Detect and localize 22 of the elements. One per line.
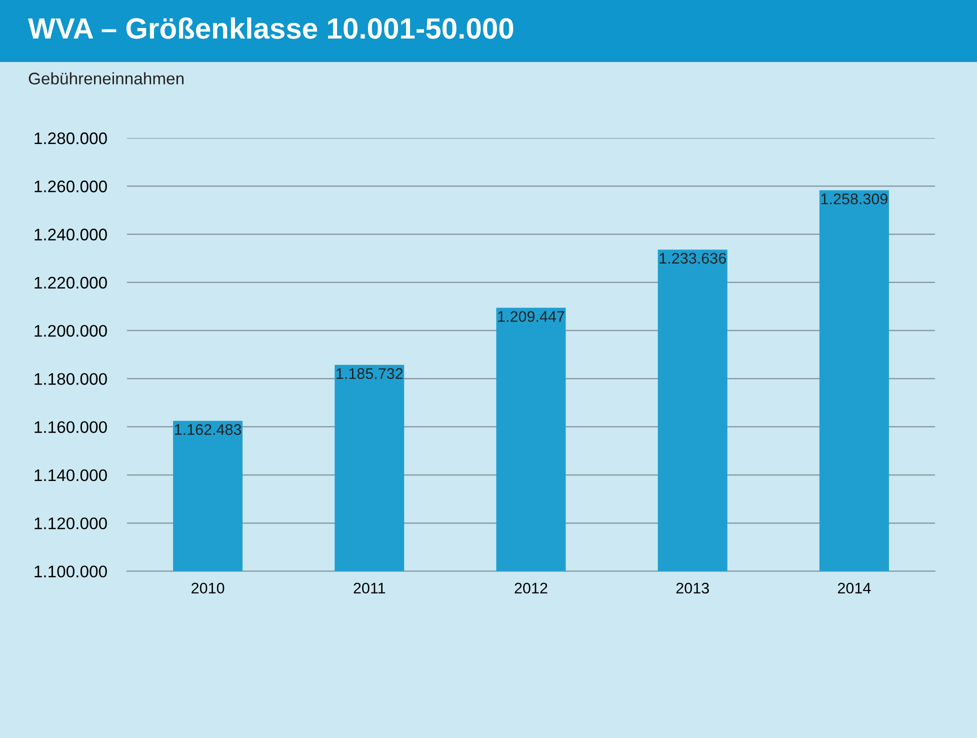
x-tick-label: 2011 — [354, 582, 386, 594]
y-tick-label: 1.100.000 — [34, 566, 107, 578]
x-tick-label: 2013 — [676, 582, 709, 594]
y-tick-label: 1.220.000 — [34, 276, 107, 289]
data-label: 1.209.447 — [498, 311, 564, 322]
data-label: 1.162.483 — [174, 424, 242, 435]
data-label: 1.233.636 — [660, 252, 726, 264]
y-tick-label: 1.280.000 — [34, 132, 107, 144]
y-tick-label: 1.180.000 — [34, 373, 107, 385]
y-tick-label: 1.260.000 — [34, 180, 107, 192]
x-tick-label: 2010 — [192, 582, 224, 594]
y-tick-label: 1.160.000 — [34, 421, 107, 434]
y-tick-label: 1.240.000 — [34, 228, 107, 240]
x-tick-label: 2014 — [838, 582, 871, 594]
y-tick-label: 1.120.000 — [34, 517, 107, 530]
data-label: 1.258.309 — [821, 194, 888, 204]
y-tick-label: 1.140.000 — [34, 469, 107, 482]
y-axis-title: Gebühreneinnahmen — [28, 72, 184, 84]
y-tick-label: 1.200.000 — [34, 324, 107, 337]
data-label: 1.185.732 — [336, 368, 403, 379]
chart-title: WVA – Größenklasse 10.001-50.000 — [28, 17, 514, 39]
x-tick-label: 2012 — [514, 582, 548, 594]
